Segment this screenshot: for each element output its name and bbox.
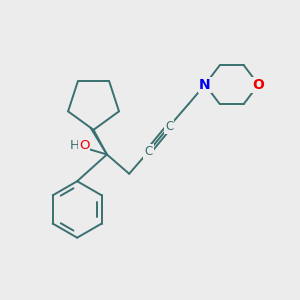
Text: O: O [79,139,89,152]
Text: O: O [253,78,264,92]
Text: C: C [144,145,153,158]
Text: H: H [69,139,79,152]
Text: N: N [199,78,211,92]
Text: C: C [165,120,173,133]
